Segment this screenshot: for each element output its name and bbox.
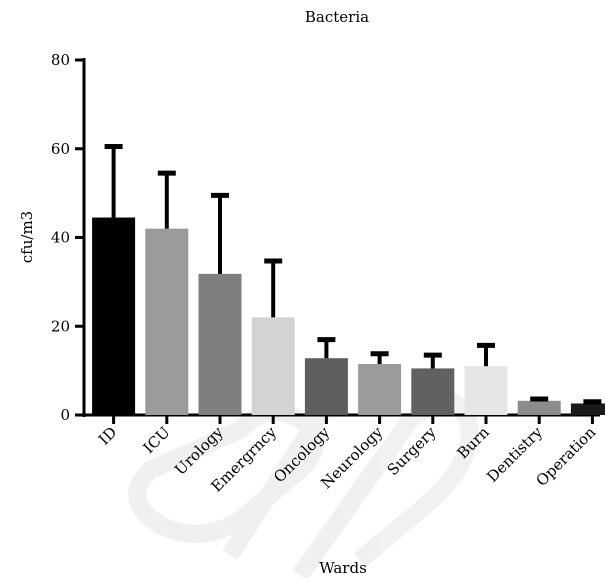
bar-burn [464,366,508,415]
y-tick-label: 20 [51,317,70,335]
bar-urology [198,273,242,415]
x-tick-label: ID [95,423,120,448]
bar-oncology [304,358,348,415]
bar-dentistry [517,400,561,415]
bar-operation [570,403,605,415]
y-axis-label: cfu/m3 [18,211,36,263]
x-axis-label: Wards [319,559,367,577]
bar-id [92,217,136,415]
bar-emergrncy [251,317,295,415]
y-tick-label: 60 [51,140,70,158]
bar-neurology [358,363,402,415]
watermark [128,393,480,578]
bar-surgery [411,368,455,415]
error-bars [104,144,602,405]
y-tick-label: 0 [60,406,70,424]
y-tick-label: 80 [51,51,70,69]
y-tick-label: 40 [51,229,70,247]
bars [92,217,605,415]
bar-icu [145,228,189,415]
chart-title: Bacteria [305,8,369,26]
